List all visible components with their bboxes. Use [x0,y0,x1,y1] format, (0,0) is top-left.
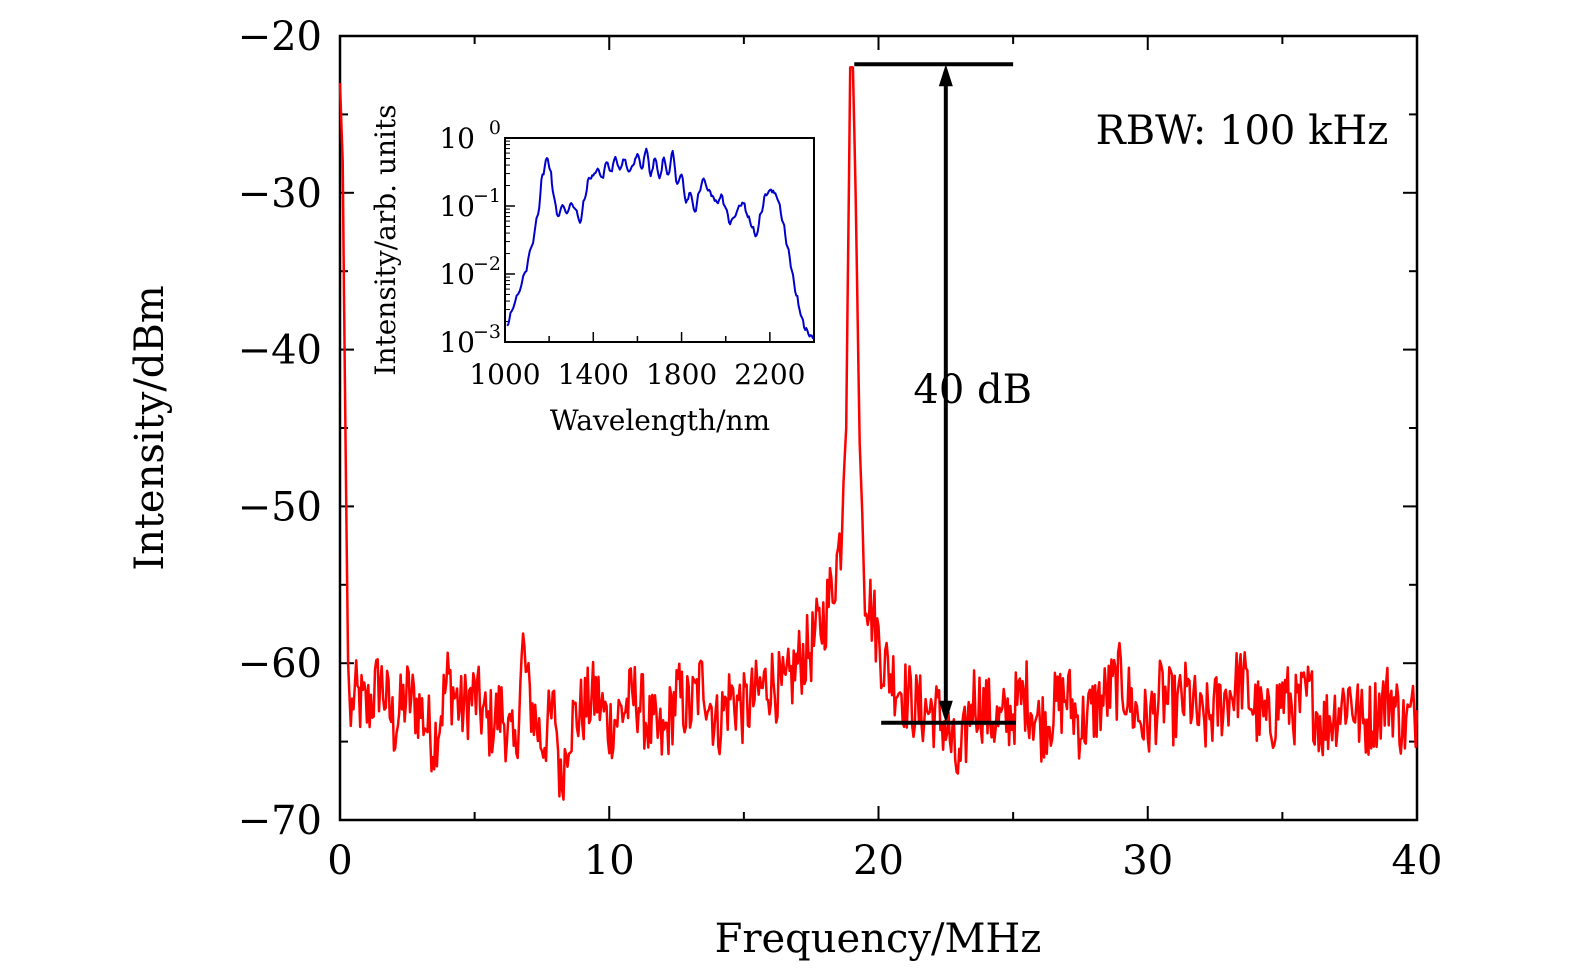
main-y-tick-label: −70 [238,798,322,844]
main-ticks [339,35,1418,821]
inset-y-tick-exponent: −2 [473,253,501,275]
inset-x-tick-label: 2200 [734,358,805,391]
main-y-tick-label: −50 [238,484,322,530]
annotation-arrowhead-down [938,700,953,723]
inset-x-tick-label: 1400 [558,358,629,391]
main-x-tick-label: 30 [1122,838,1173,884]
inset-y-tick-exponent: −1 [473,185,501,207]
inset-plot-frame [504,137,815,343]
main-x-axis-label: Frequency/MHz [715,916,1042,962]
main-y-tick-label: −60 [238,641,322,687]
rf-spectrum-line [338,66,1419,801]
rbw-annotation: RBW: 100 kHz [1096,108,1389,154]
main-x-tick-label: 0 [327,838,352,884]
main-x-tick-label: 40 [1392,838,1443,884]
inset-ticks [504,137,815,343]
inset-y-tick-exponent: 0 [489,117,501,139]
main-y-tick-label: −30 [238,171,322,217]
db-difference-annotation: 40 dB [913,367,1032,413]
inset-x-tick-label: 1000 [469,358,540,391]
annotation-arrowhead-up [938,64,953,87]
main-x-tick-label: 10 [584,838,635,884]
inset-y-tick-label: 10 [439,326,475,359]
optical-spectrum-line [506,147,815,340]
inset-y-tick-exponent: −3 [473,321,501,343]
main-series [338,66,1419,801]
main-tick-labels: 0 10 20 30 40−70−60−50−40−30−20 [238,14,1443,884]
inset-y-tick-label: 10 [439,258,475,291]
inset-y-axis-label: Intensity/arb. units [369,104,402,375]
main-y-tick-label: −40 [238,328,322,374]
main-y-tick-label: −20 [238,14,322,60]
inset-series [506,147,815,340]
main-annotations: RBW: 100 kHz 40 dB [854,62,1389,725]
inset-x-axis-label: Wavelength/nm [550,404,770,437]
main-y-axis-label: Intensity/dBm [127,285,173,570]
main-x-tick-label: 20 [853,838,904,884]
inset-x-tick-label: 1800 [646,358,717,391]
inset-y-tick-label: 10 [439,122,475,155]
inset-y-tick-label: 10 [439,190,475,223]
